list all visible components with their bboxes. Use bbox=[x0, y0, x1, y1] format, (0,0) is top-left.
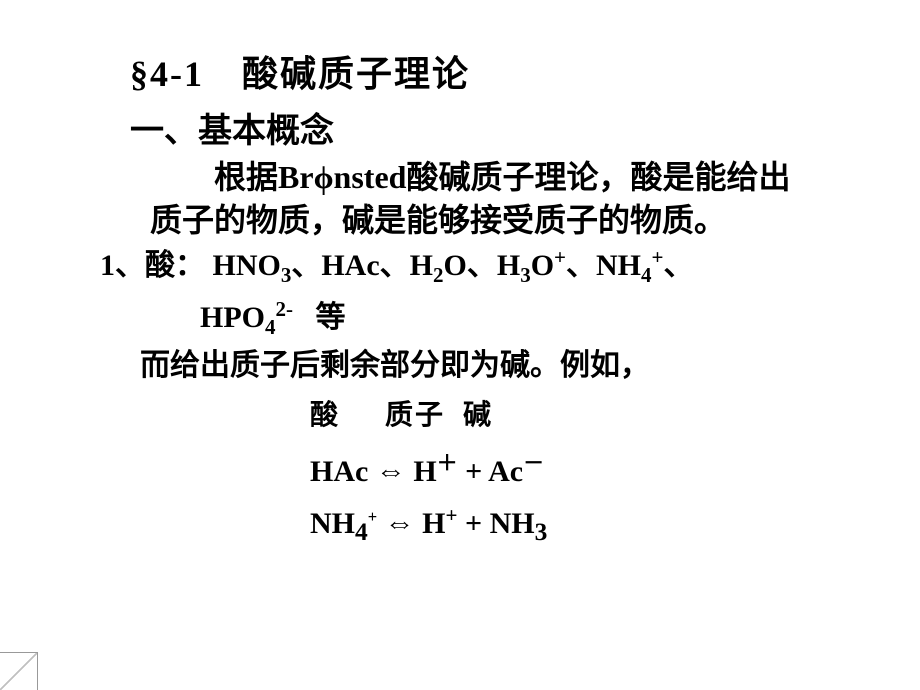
intro-paragraph-line2: 质子的物质，碱是能够接受质子的物质。 bbox=[150, 199, 860, 242]
column-labels: 酸 质子 碱 bbox=[310, 393, 860, 433]
nh4-plus: NH4+ bbox=[596, 249, 663, 282]
acid-list-line2: HPO42- 等 bbox=[200, 294, 860, 344]
acid-suffix: 等 bbox=[308, 301, 346, 334]
label-base: 碱 bbox=[463, 400, 493, 431]
hno3: HNO3 bbox=[213, 249, 292, 282]
bronsted-pre: Br bbox=[278, 159, 314, 195]
sep1: 、 bbox=[291, 249, 321, 282]
page-corner-fold-icon bbox=[0, 652, 38, 690]
bronsted-phi: ϕ bbox=[314, 159, 334, 195]
eq1-arrow: ⇔ bbox=[376, 455, 406, 488]
eq1-lhs: HAc bbox=[310, 455, 368, 488]
eq2-h: H bbox=[422, 507, 445, 540]
eq2-nh4: NH4 bbox=[310, 507, 368, 540]
hac: HAc bbox=[321, 249, 379, 282]
eq1-plus-op: + bbox=[465, 455, 482, 488]
hpo4: HPO42- bbox=[200, 301, 293, 334]
eq2-plus-op: + bbox=[465, 507, 482, 540]
label-proton: 质子 bbox=[385, 400, 445, 431]
eq2-plus-small: + bbox=[368, 507, 377, 526]
sep4: 、 bbox=[566, 249, 596, 282]
sep2: 、 bbox=[380, 249, 410, 282]
sep3: 、 bbox=[467, 249, 497, 282]
subsection-title: 一、基本概念 bbox=[130, 103, 860, 152]
eq2-arrow: ⇔ bbox=[385, 507, 415, 540]
h3o-plus: H3O+ bbox=[497, 249, 566, 282]
eq1-plus-sup: ＋ bbox=[437, 451, 458, 475]
intro-prefix: 根据 bbox=[214, 159, 278, 195]
equation-2: NH4+ ⇔ H+ + NH3 bbox=[310, 503, 860, 547]
acid-prefix: 1、酸： bbox=[100, 249, 205, 282]
intro-suffix1: 酸碱质子理论，酸是能给出 bbox=[406, 159, 790, 195]
acid-list-line1: 1、酸： HNO3、HAc、H2O、H3O+、NH4+、 bbox=[100, 242, 860, 292]
bronsted-post: nsted bbox=[334, 159, 407, 195]
slide-content: §4-1 酸碱质子理论 一、基本概念 根据Brϕnsted酸碱质子理论，酸是能给… bbox=[0, 0, 920, 690]
label-acid: 酸 bbox=[310, 400, 340, 431]
eq1-minus-sup: － bbox=[523, 451, 544, 475]
h2o: H2O bbox=[410, 249, 467, 282]
eq2-plus-sup: + bbox=[446, 503, 458, 527]
eq1-h: H bbox=[413, 455, 436, 488]
example-intro: 而给出质子后剩余部分即为碱。例如， bbox=[140, 345, 860, 387]
sep5: 、 bbox=[663, 249, 693, 282]
equation-1: HAc ⇔ H＋ + Ac－ bbox=[310, 447, 860, 489]
eq2-nh3: NH3 bbox=[490, 507, 548, 540]
eq1-ac: Ac bbox=[488, 455, 523, 488]
section-title: §4-1 酸碱质子理论 bbox=[130, 45, 860, 97]
intro-paragraph-line1: 根据Brϕnsted酸碱质子理论，酸是能给出 bbox=[150, 156, 860, 199]
